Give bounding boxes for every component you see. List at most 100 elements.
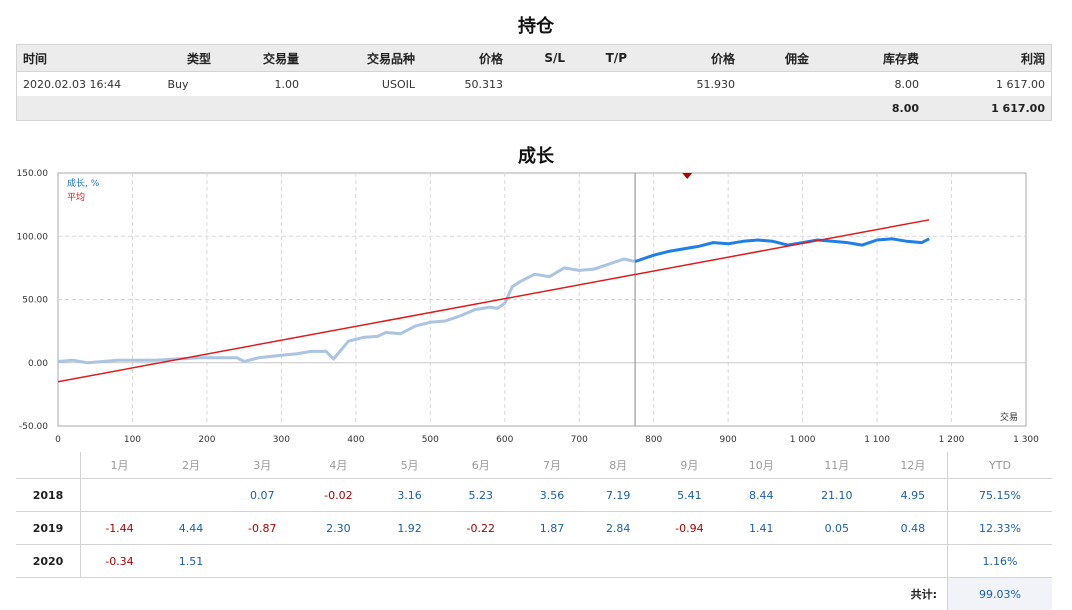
year-cell: 2020 <box>16 545 81 578</box>
monthly-table: 1月 2月 3月 4月 5月 6月 7月 8月 9月 10月 11月 12月 Y… <box>16 452 1052 610</box>
month-header: 8月 <box>585 452 651 479</box>
col-type[interactable]: 类型 <box>139 45 217 72</box>
cell-time: 2020.02.03 16:44 <box>17 72 140 97</box>
month-value-cell: 1.87 <box>519 512 585 545</box>
month-header: 10月 <box>727 452 794 479</box>
y-tick-label: 50.00 <box>22 296 48 306</box>
x-tick-label: 300 <box>273 435 290 445</box>
month-value-cell <box>519 545 585 578</box>
month-value-cell: 5.23 <box>443 479 519 512</box>
col-tp[interactable]: T/P <box>571 45 633 72</box>
month-value-cell: 0.05 <box>795 512 879 545</box>
cell-type: Buy <box>139 72 217 97</box>
y-tick-label: 0.00 <box>28 359 48 369</box>
total-value: 99.03% <box>948 578 1053 610</box>
positions-title: 持仓 <box>0 12 1072 38</box>
x-axis-label: 交易 <box>1000 411 1018 423</box>
month-value-cell: -0.22 <box>443 512 519 545</box>
positions-header-row: 时间 类型 交易量 交易品种 价格 S/L T/P 价格 佣金 库存费 利润 <box>17 45 1052 72</box>
x-tick-label: 1 200 <box>939 435 965 445</box>
month-value-cell <box>795 545 879 578</box>
cell-price: 51.930 <box>633 72 741 97</box>
col-sl[interactable]: S/L <box>509 45 571 72</box>
x-tick-label: 800 <box>645 435 662 445</box>
total-swap: 8.00 <box>815 96 925 121</box>
month-value-cell: 1.92 <box>376 512 442 545</box>
month-value-cell <box>443 545 519 578</box>
month-header: 2月 <box>158 452 224 479</box>
month-value-cell: 2.30 <box>300 512 376 545</box>
month-value-cell: 5.41 <box>651 479 727 512</box>
year-cell: 2019 <box>16 512 81 545</box>
month-value-cell: 0.07 <box>224 479 300 512</box>
x-tick-label: 700 <box>571 435 588 445</box>
month-header: 3月 <box>224 452 300 479</box>
month-value-cell: 3.16 <box>376 479 442 512</box>
month-value-cell <box>81 479 158 512</box>
month-header: 1月 <box>81 452 158 479</box>
month-value-cell: -0.94 <box>651 512 727 545</box>
cell-commission <box>741 72 815 97</box>
cell-sl <box>509 72 571 97</box>
col-price[interactable]: 价格 <box>633 45 741 72</box>
month-value-cell: 21.10 <box>795 479 879 512</box>
x-tick-label: 900 <box>720 435 737 445</box>
col-swap[interactable]: 库存费 <box>815 45 925 72</box>
month-value-cell: 0.48 <box>879 512 948 545</box>
positions-table: 时间 类型 交易量 交易品种 价格 S/L T/P 价格 佣金 库存费 利润 2… <box>16 44 1052 121</box>
year-header <box>16 452 81 479</box>
col-symbol[interactable]: 交易品种 <box>305 45 421 72</box>
x-tick-label: 1 100 <box>864 435 890 445</box>
totals-spacer <box>17 96 816 121</box>
total-label: 共计: <box>16 578 948 610</box>
x-tick-label: 200 <box>198 435 215 445</box>
cell-open-price: 50.313 <box>421 72 509 97</box>
month-value-cell: 4.95 <box>879 479 948 512</box>
col-time[interactable]: 时间 <box>17 45 140 72</box>
month-value-cell <box>585 545 651 578</box>
month-value-cell <box>879 545 948 578</box>
cell-swap: 8.00 <box>815 72 925 97</box>
col-profit[interactable]: 利润 <box>925 45 1052 72</box>
x-tick-label: 600 <box>496 435 513 445</box>
month-value-cell: 8.44 <box>727 479 794 512</box>
monthly-total-row: 共计:99.03% <box>16 578 1052 610</box>
month-value-cell: -1.44 <box>81 512 158 545</box>
ytd-cell: 1.16% <box>948 545 1053 578</box>
totals-row: 8.00 1 617.00 <box>17 96 1052 121</box>
month-value-cell <box>300 545 376 578</box>
month-value-cell: 3.56 <box>519 479 585 512</box>
month-header: 9月 <box>651 452 727 479</box>
month-header: 7月 <box>519 452 585 479</box>
month-value-cell: -0.02 <box>300 479 376 512</box>
col-commission[interactable]: 佣金 <box>741 45 815 72</box>
col-volume[interactable]: 交易量 <box>217 45 305 72</box>
y-tick-label: 100.00 <box>17 232 49 242</box>
col-open-price[interactable]: 价格 <box>421 45 509 72</box>
ytd-cell: 75.15% <box>948 479 1053 512</box>
legend-growth: 成长, % <box>67 177 100 189</box>
month-header: 11月 <box>795 452 879 479</box>
y-tick-label: 150.00 <box>17 169 49 179</box>
year-cell: 2018 <box>16 479 81 512</box>
month-value-cell: 1.51 <box>158 545 224 578</box>
cell-profit: 1 617.00 <box>925 72 1052 97</box>
x-tick-label: 1 000 <box>790 435 816 445</box>
x-tick-label: 400 <box>347 435 364 445</box>
month-value-cell <box>651 545 727 578</box>
total-profit: 1 617.00 <box>925 96 1052 121</box>
table-row: 2020.02.03 16:44 Buy 1.00 USOIL 50.313 5… <box>17 72 1052 97</box>
x-tick-label: 0 <box>55 435 61 445</box>
month-value-cell: -0.34 <box>81 545 158 578</box>
month-header: 5月 <box>376 452 442 479</box>
month-value-cell: 1.41 <box>727 512 794 545</box>
ytd-header: YTD <box>948 452 1053 479</box>
x-tick-label: 500 <box>422 435 439 445</box>
month-value-cell: 2.84 <box>585 512 651 545</box>
month-header: 6月 <box>443 452 519 479</box>
